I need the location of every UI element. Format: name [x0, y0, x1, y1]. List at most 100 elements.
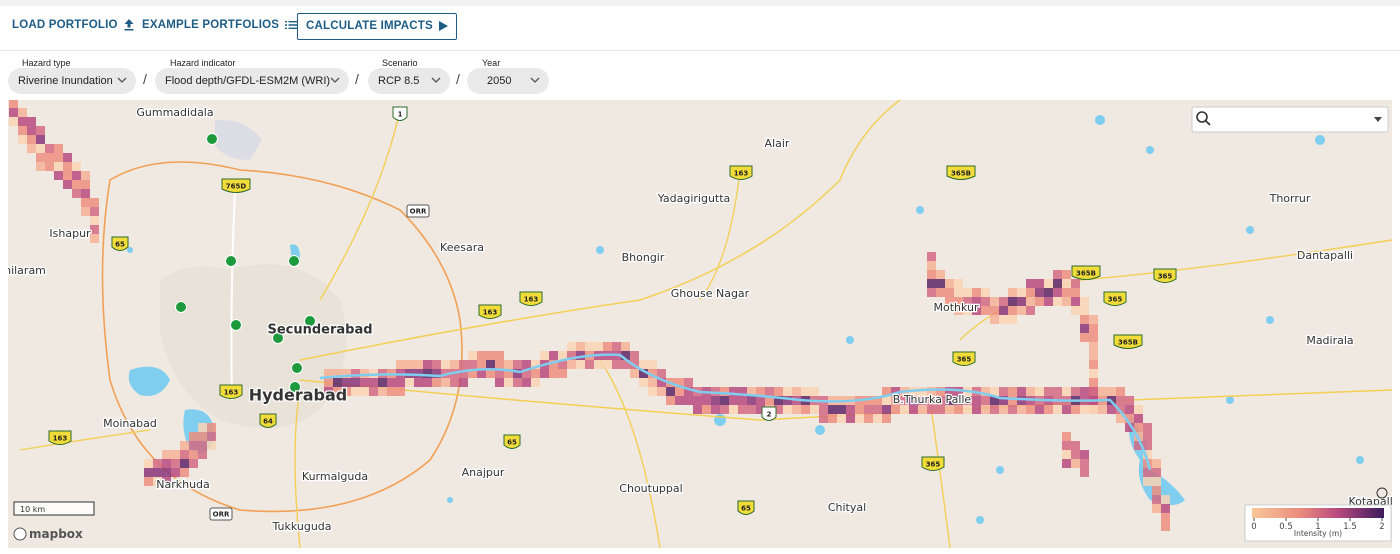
flood-cell [333, 378, 342, 387]
flood-cell [810, 387, 819, 396]
flood-cell [450, 378, 459, 387]
flood-cell [324, 387, 333, 396]
flood-cell [405, 378, 414, 387]
flood-cell [180, 441, 189, 450]
example-portfolios-button[interactable]: EXAMPLE PORTFOLIOS [142, 13, 298, 38]
flood-cell [198, 423, 207, 432]
flood-cell [801, 387, 810, 396]
flood-cell [639, 369, 648, 378]
flood-cell [324, 378, 333, 387]
flood-cell [972, 405, 981, 414]
road-shield-label: 365 [926, 461, 941, 469]
play-icon [438, 20, 448, 31]
road-shield-label: 163 [524, 296, 539, 304]
flood-cell [909, 405, 918, 414]
flood-cell [900, 405, 909, 414]
place-label: B.Thurka Palle [893, 393, 972, 406]
flood-cell [972, 396, 981, 405]
flood-cell [882, 414, 891, 423]
flood-cell [1008, 315, 1017, 324]
flood-cell [468, 360, 477, 369]
flood-cell [45, 153, 54, 162]
flood-cell [1080, 324, 1089, 333]
flood-cell [1008, 405, 1017, 414]
flood-cell [711, 396, 720, 405]
flood-cell [621, 360, 630, 369]
flood-cell [1134, 414, 1143, 423]
flood-cell [414, 369, 423, 378]
road-shield [946, 165, 976, 180]
flood-cell [153, 477, 162, 486]
flood-cell [450, 360, 459, 369]
flood-cell [189, 450, 198, 459]
flood-cell [1071, 387, 1080, 396]
flood-cell [810, 405, 819, 414]
flood-cell [351, 378, 360, 387]
search-field[interactable] [1191, 106, 1389, 133]
flood-cell [1053, 288, 1062, 297]
place-label: Ghouse Nagar [671, 287, 750, 300]
flood-cell [27, 117, 36, 126]
flood-cell [999, 315, 1008, 324]
flood-cell [1161, 522, 1170, 531]
flood-cell [1071, 279, 1080, 288]
flood-cell [594, 360, 603, 369]
flood-cell [504, 360, 513, 369]
info-button[interactable] [1376, 487, 1388, 499]
legend-tick-label: 0 [1251, 522, 1256, 532]
road-shield [729, 165, 753, 180]
list-icon [285, 20, 298, 29]
road-shield [259, 413, 277, 428]
asset-marker [288, 255, 300, 267]
calculate-impacts-button[interactable]: CALCULATE IMPACTS [297, 13, 457, 40]
flood-cell [522, 378, 531, 387]
hazard-type-select[interactable]: Riverine Inundation [8, 68, 136, 94]
flood-cell [1008, 288, 1017, 297]
select-value: RCP 8.5 [378, 75, 420, 87]
flood-cell [396, 360, 405, 369]
flood-cell [369, 378, 378, 387]
road-shield-label: 765D [226, 183, 247, 191]
flood-cell [783, 396, 792, 405]
flood-cell [81, 171, 90, 180]
flood-cell [477, 351, 486, 360]
flood-cell [531, 369, 540, 378]
load-portfolio-button[interactable]: LOAD PORTFOLIO [12, 13, 134, 38]
year-select[interactable]: 2050 [467, 68, 549, 94]
flood-cell [954, 297, 963, 306]
flood-cell [774, 405, 783, 414]
flood-cell [180, 450, 189, 459]
flood-cell [729, 396, 738, 405]
map[interactable]: Gummadidala Alair Yadagirigutta Thorrur Isha… [8, 100, 1392, 548]
hazard-indicator-select[interactable]: Flood depth/GFDL-ESM2M (WRI) [155, 68, 349, 94]
flood-cell [72, 162, 81, 171]
flood-cell [1116, 396, 1125, 405]
scenario-select[interactable]: RCP 8.5 [368, 68, 450, 94]
flood-cell [693, 396, 702, 405]
flood-cell [1026, 306, 1035, 315]
flood-cell [963, 297, 972, 306]
flood-cell [585, 360, 594, 369]
chevron [431, 77, 441, 83]
dropdown-arrow[interactable] [1374, 117, 1382, 122]
flood-cell [549, 360, 558, 369]
flood-cell [792, 387, 801, 396]
flood-cell [1089, 360, 1098, 369]
legend: 0 0.5 1 1.5 2 Intensity (m) [1244, 504, 1392, 542]
flood-cell [324, 369, 333, 378]
flood-cell [9, 117, 18, 126]
flood-cell [1008, 396, 1017, 405]
flood-cell [1089, 405, 1098, 414]
flood-cell [1008, 306, 1017, 315]
flood-cell [1143, 423, 1152, 432]
flood-cell [378, 378, 387, 387]
flood-cell [144, 459, 153, 468]
flood-cell [1116, 414, 1125, 423]
flood-cell [513, 378, 522, 387]
search-box[interactable] [1191, 106, 1389, 133]
flood-cell [891, 387, 900, 396]
flood-cell [1152, 468, 1161, 477]
road-shield-label: 64 [263, 418, 273, 426]
flood-cell [927, 279, 936, 288]
flood-cell [693, 405, 702, 414]
